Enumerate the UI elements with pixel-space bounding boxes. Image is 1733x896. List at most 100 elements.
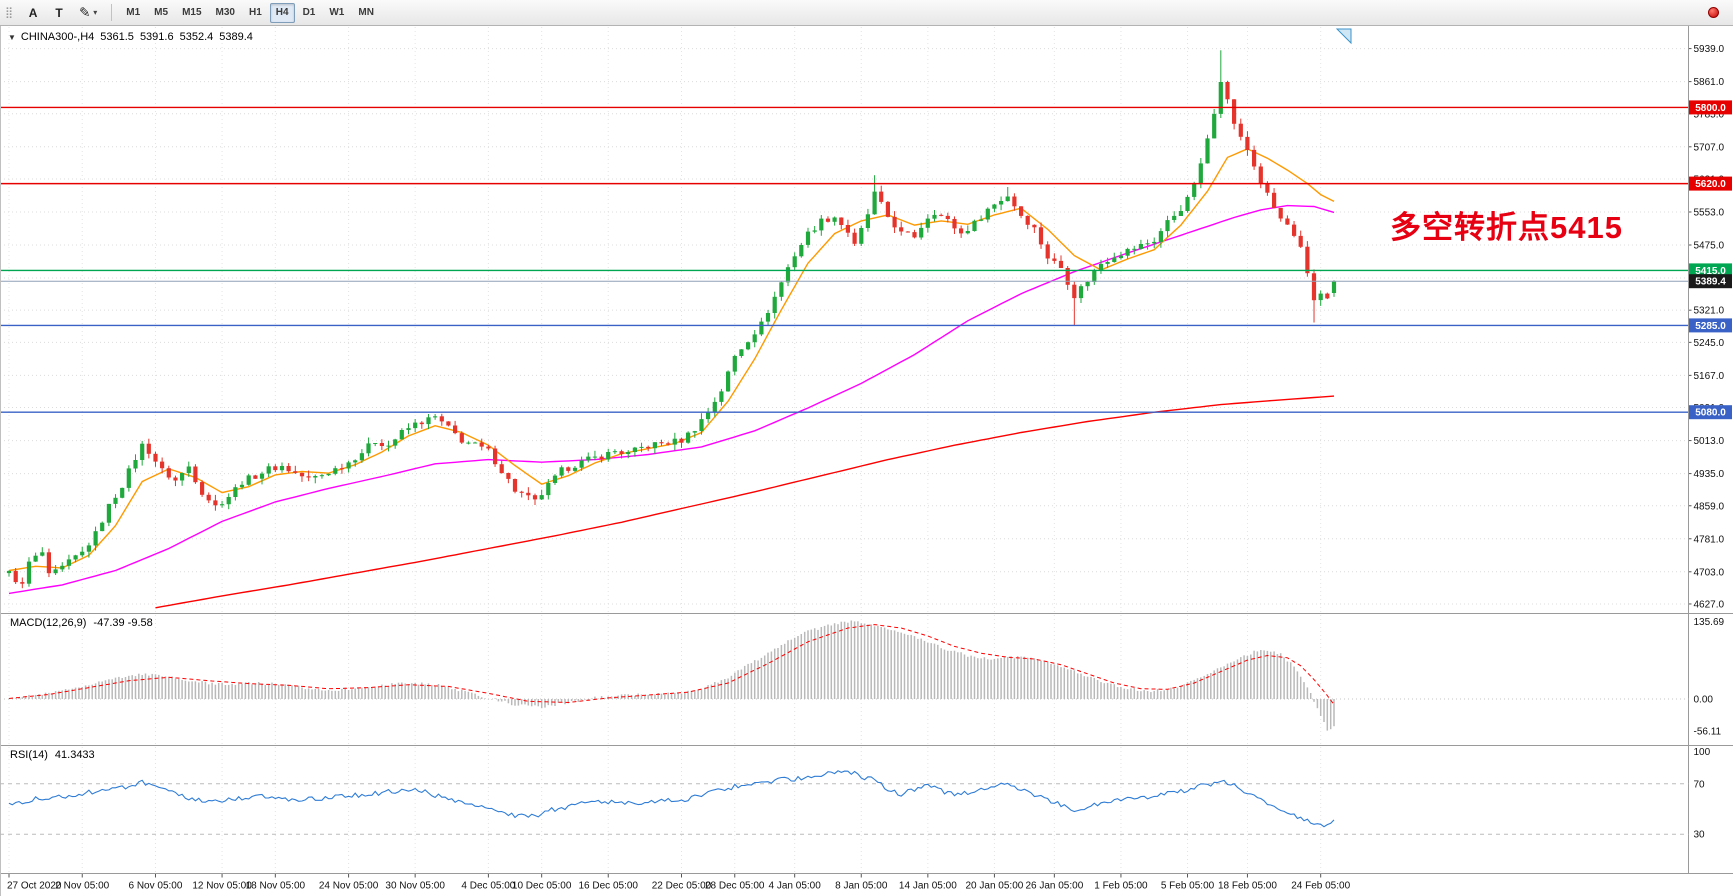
price-badge-5620.0: [1689, 176, 1732, 191]
rsi-label: RSI(14) 41.3433: [10, 749, 95, 761]
chart-marker-icon: [1335, 28, 1352, 45]
svg-text:4 Dec 05:00: 4 Dec 05:00: [461, 881, 515, 892]
macd-values: -47.39 -9.58: [93, 617, 153, 629]
svg-text:5939.0: 5939.0: [1694, 44, 1725, 55]
gridlines: [0, 27, 1689, 872]
fast-ma-line: [8, 148, 1335, 572]
collapse-icon[interactable]: ▼: [8, 33, 16, 42]
svg-text:4703.0: 4703.0: [1694, 567, 1725, 578]
slow-ma-line: [155, 395, 1335, 609]
svg-text:5013.0: 5013.0: [1694, 436, 1725, 447]
svg-text:20 Jan 05:00: 20 Jan 05:00: [966, 881, 1024, 892]
timeframe-button-d1[interactable]: D1: [297, 3, 322, 23]
svg-text:5389.4: 5389.4: [1695, 277, 1726, 288]
rsi-panel: 100 70 30: [0, 747, 1711, 841]
svg-text:5800.0: 5800.0: [1695, 103, 1726, 114]
pencil-icon: ✎: [79, 4, 91, 20]
alert-icon[interactable]: [1708, 7, 1719, 18]
macd-name: MACD(12,26,9): [10, 617, 87, 629]
svg-text:4859.0: 4859.0: [1694, 501, 1725, 512]
svg-text:5475.0: 5475.0: [1694, 240, 1725, 251]
timeframe-button-m15[interactable]: M15: [176, 3, 207, 23]
svg-text:-56.11: -56.11: [1694, 727, 1722, 738]
panel-separators: [0, 26, 1733, 896]
svg-text:5080.0: 5080.0: [1695, 408, 1726, 419]
timeframe-button-mn[interactable]: MN: [352, 3, 380, 23]
macd-panel: 135.69 0.00 -56.11: [0, 617, 1725, 738]
text-tool-button[interactable]: T: [47, 3, 71, 23]
medium-ma-line: [8, 204, 1335, 595]
rsi-name: RSI(14): [10, 749, 48, 761]
svg-text:100: 100: [1694, 747, 1711, 758]
price-badge-5389.4: [1689, 274, 1732, 289]
draw-tool-button[interactable]: ✎ ▾: [73, 3, 103, 23]
svg-text:6 Nov 05:00: 6 Nov 05:00: [129, 881, 183, 892]
svg-text:26 Jan 05:00: 26 Jan 05:00: [1025, 881, 1083, 892]
svg-text:24 Nov 05:00: 24 Nov 05:00: [319, 881, 379, 892]
price-badge-5080.0: [1689, 405, 1732, 420]
svg-text:5415.0: 5415.0: [1695, 266, 1726, 277]
macd-signal-line: [8, 624, 1335, 705]
annotation-text: 多空转折点5415: [1390, 210, 1623, 245]
svg-text:30: 30: [1694, 830, 1706, 841]
timeframe-button-m30[interactable]: M30: [210, 3, 241, 23]
svg-text:12 Nov 05:00: 12 Nov 05:00: [192, 881, 252, 892]
svg-text:5245.0: 5245.0: [1694, 338, 1725, 349]
macd-label: MACD(12,26,9) -47.39 -9.58: [10, 617, 153, 629]
rsi-line: [8, 770, 1335, 828]
svg-text:5 Feb 05:00: 5 Feb 05:00: [1161, 881, 1215, 892]
bar-high-value: 5391.6: [139, 31, 174, 43]
rsi-value: 41.3433: [54, 749, 95, 761]
svg-text:5285.0: 5285.0: [1695, 321, 1726, 332]
chevron-down-icon: ▾: [93, 8, 98, 17]
svg-text:4627.0: 4627.0: [1694, 599, 1725, 610]
svg-text:18 Nov 05:00: 18 Nov 05:00: [246, 881, 306, 892]
svg-text:5861.0: 5861.0: [1694, 77, 1725, 88]
price-badge-5285.0: [1689, 318, 1732, 333]
price-badge-5800.0: [1689, 100, 1732, 115]
svg-text:16 Dec 05:00: 16 Dec 05:00: [578, 881, 638, 892]
svg-text:4 Jan 05:00: 4 Jan 05:00: [769, 881, 822, 892]
bar-open-value: 5361.5: [100, 31, 134, 43]
price-badge-5415.0: [1689, 263, 1732, 278]
svg-text:8 Jan 05:00: 8 Jan 05:00: [835, 881, 888, 892]
toolbar-separator: [111, 4, 113, 21]
svg-text:30 Nov 05:00: 30 Nov 05:00: [385, 881, 445, 892]
timeframe-button-m5[interactable]: M5: [148, 3, 174, 23]
toolbar-gripper[interactable]: ⣿: [5, 7, 14, 19]
svg-text:135.69: 135.69: [1694, 617, 1725, 628]
svg-text:24 Feb 05:00: 24 Feb 05:00: [1291, 881, 1350, 892]
svg-text:5707.0: 5707.0: [1694, 142, 1725, 153]
svg-text:14 Jan 05:00: 14 Jan 05:00: [899, 881, 957, 892]
chart-header: ▼ CHINA300-,H4 5361.5 5391.6 5352.4 5389.4: [8, 31, 253, 43]
moving-averages: [8, 148, 1335, 609]
timeframe-button-w1[interactable]: W1: [323, 3, 350, 23]
chart-symbol-period: CHINA300-,H4: [20, 31, 95, 43]
svg-text:5321.0: 5321.0: [1694, 306, 1725, 317]
svg-text:5620.0: 5620.0: [1695, 179, 1726, 190]
svg-text:10 Dec 05:00: 10 Dec 05:00: [512, 881, 572, 892]
svg-text:18 Feb 05:00: 18 Feb 05:00: [1218, 881, 1277, 892]
svg-text:2 Nov 05:00: 2 Nov 05:00: [55, 881, 109, 892]
svg-text:5785.0: 5785.0: [1694, 109, 1725, 120]
svg-text:5553.0: 5553.0: [1694, 207, 1725, 218]
timeframe-button-m1[interactable]: M1: [120, 3, 146, 23]
svg-text:28 Dec 05:00: 28 Dec 05:00: [705, 881, 765, 892]
svg-text:0.00: 0.00: [1694, 695, 1714, 706]
svg-text:27 Oct 2020: 27 Oct 2020: [7, 881, 62, 892]
svg-text:5167.0: 5167.0: [1694, 371, 1725, 382]
timeframe-button-h4[interactable]: H4: [269, 2, 295, 23]
level-lines: [0, 106, 1689, 413]
svg-text:70: 70: [1694, 779, 1706, 790]
arrow-style-tool-button[interactable]: A: [21, 3, 45, 23]
candlesticks: [6, 50, 1337, 589]
timeframe-button-h1[interactable]: H1: [243, 3, 268, 23]
svg-text:4781.0: 4781.0: [1694, 534, 1725, 545]
bar-close-value: 5389.4: [219, 31, 253, 43]
svg-text:22 Dec 05:00: 22 Dec 05:00: [652, 881, 712, 892]
bar-low-value: 5352.4: [179, 31, 214, 43]
